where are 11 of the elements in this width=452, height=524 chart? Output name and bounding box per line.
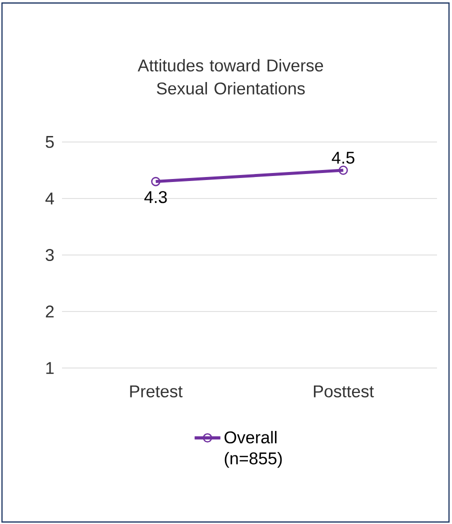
y-tick-label: 2 [46, 306, 54, 318]
y-tick-label: 5 [46, 136, 54, 148]
data-label: 4.3 [144, 191, 167, 204]
chart-title: Attitudes toward Diverse Sexual Orientations [138, 59, 324, 95]
data-label: 4.5 [332, 152, 354, 164]
y-tick-label: 1 [46, 362, 54, 374]
y-tick-label: 4 [45, 192, 54, 204]
x-tick-label: Posttest [314, 386, 374, 398]
legend-label: Overall (n=855) [224, 430, 282, 468]
y-tick-label: 3 [46, 248, 54, 262]
x-tick-label: Pretest [130, 386, 183, 398]
